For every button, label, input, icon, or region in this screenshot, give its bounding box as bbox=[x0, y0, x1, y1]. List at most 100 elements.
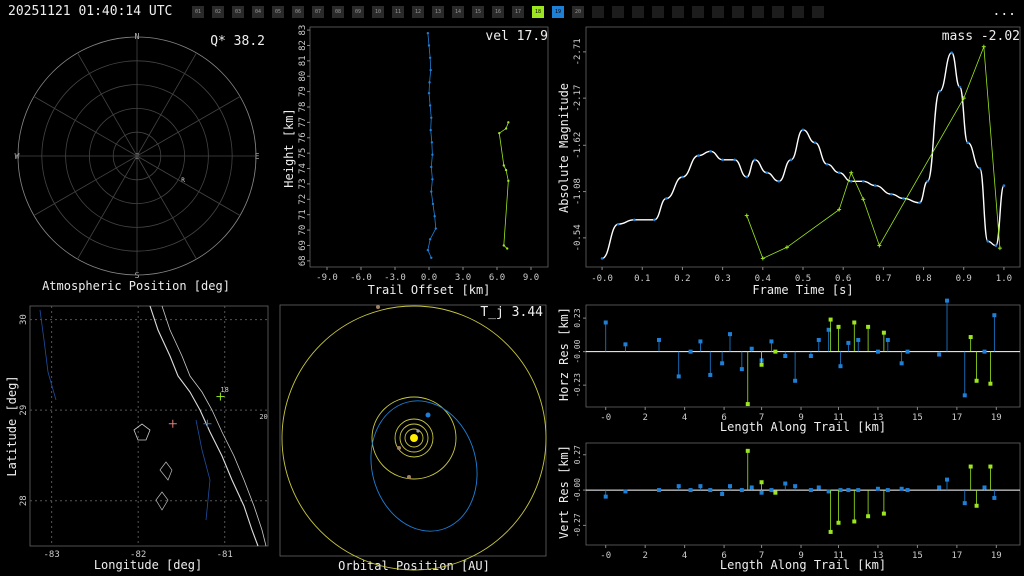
residual-point-blue bbox=[816, 337, 821, 342]
residual-point-blue bbox=[783, 354, 788, 358]
station-20[interactable]: 20 bbox=[572, 6, 584, 18]
residual-point-blue bbox=[749, 346, 754, 351]
compass-s: S bbox=[135, 271, 140, 280]
mag-point-blue bbox=[1002, 184, 1006, 187]
trail-point-blue bbox=[428, 81, 431, 84]
trail-ytick-label: 83 bbox=[298, 25, 308, 36]
station-09[interactable]: 09 bbox=[352, 6, 364, 18]
residual-point-blue bbox=[945, 298, 950, 303]
mag-point-blue bbox=[600, 257, 604, 260]
residual-point-blue bbox=[856, 488, 861, 493]
station-slot-empty bbox=[752, 6, 764, 18]
residual-point-blue bbox=[905, 349, 910, 354]
station-06[interactable]: 06 bbox=[292, 6, 304, 18]
mag-point-blue bbox=[950, 51, 953, 55]
station-07[interactable]: 07 bbox=[312, 6, 324, 18]
plot-frame bbox=[585, 304, 1021, 408]
mag-xtick-label: 0.5 bbox=[795, 274, 811, 284]
mag-point-blue bbox=[789, 158, 793, 162]
mag-xtick-label: 1.0 bbox=[996, 274, 1012, 284]
residual-point-blue bbox=[816, 485, 821, 490]
tj-label: T_j 3.44 bbox=[480, 305, 543, 320]
trail-xlabel: Trail Offset [km] bbox=[368, 283, 491, 297]
residual-point-blue bbox=[728, 332, 733, 337]
residual-point-blue bbox=[937, 485, 942, 490]
residual-ytick-label: 0.27 bbox=[573, 445, 582, 464]
trail-point-blue bbox=[428, 104, 432, 107]
residual-point-blue bbox=[992, 313, 997, 318]
trail-ytick-label: 73 bbox=[298, 179, 308, 190]
station-13[interactable]: 13 bbox=[432, 6, 444, 18]
station-slot-empty bbox=[772, 6, 784, 18]
residual-point-green bbox=[828, 317, 833, 322]
residual-point-blue bbox=[856, 337, 861, 342]
station-05[interactable]: 05 bbox=[272, 6, 284, 18]
mag-point-blue bbox=[825, 162, 829, 166]
station-11[interactable]: 11 bbox=[392, 6, 404, 18]
map-ytick-label: 29 bbox=[19, 405, 29, 416]
vel-label: vel 17.9 bbox=[485, 29, 548, 44]
station-10[interactable]: 10 bbox=[372, 6, 384, 18]
residual-point-blue bbox=[982, 485, 987, 490]
more-menu-button[interactable]: ... bbox=[992, 4, 1016, 19]
mag-point-blue bbox=[874, 184, 877, 187]
mag-point-blue bbox=[801, 128, 805, 132]
residual-xtick-label: 17 bbox=[951, 413, 962, 423]
residual-point-green bbox=[881, 330, 886, 335]
residual-point-blue bbox=[875, 349, 880, 354]
map-river bbox=[195, 419, 211, 521]
compass-e: E bbox=[255, 152, 260, 161]
mag-point-blue bbox=[986, 239, 990, 243]
residual-xtick-label: 6 bbox=[721, 551, 726, 561]
residual-xtick-label: 4 bbox=[682, 413, 687, 423]
trail-xtick-label: 0.0 bbox=[421, 273, 437, 283]
residual-point-green bbox=[773, 349, 778, 354]
trail-point-blue bbox=[430, 116, 433, 119]
residual-xtick-label: 15 bbox=[912, 551, 923, 561]
polar-spoke bbox=[77, 155, 138, 260]
residual-point-blue bbox=[885, 337, 890, 342]
trail-offset-plot: vel 17.9 Trail Offset [km] Height [km] -… bbox=[282, 25, 549, 297]
mag-point-blue bbox=[958, 85, 962, 89]
residual-point-green bbox=[974, 503, 979, 508]
trail-ylabel: Height [km] bbox=[282, 108, 296, 187]
mag-point-blue bbox=[653, 218, 656, 222]
station-17[interactable]: 17 bbox=[512, 6, 524, 18]
mag-xtick-label: 0.8 bbox=[915, 274, 931, 284]
station-02[interactable]: 02 bbox=[212, 6, 224, 18]
mag-xtick-label: 0.2 bbox=[674, 274, 690, 284]
station-16[interactable]: 16 bbox=[492, 6, 504, 18]
station-01[interactable]: 01 bbox=[192, 6, 204, 18]
map-ytick-label: 28 bbox=[19, 495, 29, 506]
residual-ytick-label: -0.00 bbox=[573, 478, 582, 502]
mag-point-blue bbox=[837, 171, 841, 175]
residual-point-blue bbox=[838, 364, 843, 369]
station-15[interactable]: 15 bbox=[472, 6, 484, 18]
station-08[interactable]: 08 bbox=[332, 6, 344, 18]
residual-xtick-label: 7 bbox=[759, 551, 764, 561]
plot-frame bbox=[29, 305, 269, 547]
mag-point-blue bbox=[777, 179, 781, 183]
station-12[interactable]: 12 bbox=[412, 6, 424, 18]
atmospheric-position-plot: Q* 38.2 Atmospheric Position [deg] N S E… bbox=[15, 32, 265, 293]
station-03[interactable]: 03 bbox=[232, 6, 244, 18]
map-lake bbox=[133, 423, 151, 441]
residual-point-blue bbox=[945, 477, 950, 482]
residual-point-blue bbox=[698, 339, 703, 344]
station-19[interactable]: 19 bbox=[552, 6, 564, 18]
compass-w: W bbox=[15, 152, 20, 161]
residual-point-blue bbox=[826, 327, 831, 332]
residual-point-green bbox=[759, 362, 764, 367]
station-14[interactable]: 14 bbox=[452, 6, 464, 18]
residual-xtick-label: 2 bbox=[642, 413, 647, 423]
residual-xtick-label: 4 bbox=[682, 551, 687, 561]
residual-point-green bbox=[988, 464, 993, 469]
station-04[interactable]: 04 bbox=[252, 6, 264, 18]
trail-point-green bbox=[507, 121, 510, 124]
residual-point-blue bbox=[899, 361, 904, 366]
residual-point-green bbox=[852, 320, 857, 325]
mag-ytick-label: -0.54 bbox=[573, 224, 583, 251]
magnitude-plot: mass -2.02 Frame Time [s] Absolute Magni… bbox=[557, 26, 1021, 297]
station-18[interactable]: 18 bbox=[532, 6, 544, 18]
trail-xtick-label: 9.0 bbox=[523, 273, 539, 283]
